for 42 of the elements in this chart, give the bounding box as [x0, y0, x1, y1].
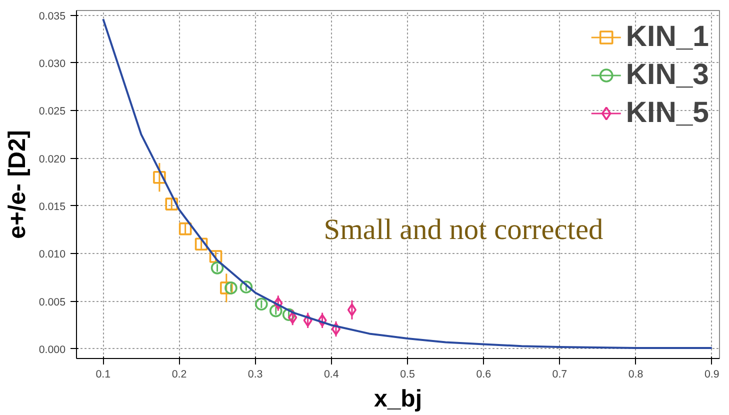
y-tick-label: 0.000 — [38, 344, 66, 356]
x-tick-label: 0.1 — [96, 368, 111, 380]
x-tick-label: 0.9 — [704, 368, 720, 380]
point — [240, 280, 253, 294]
y-tick-label: 0.035 — [38, 10, 66, 22]
point — [194, 238, 208, 250]
legend-label: KIN_3 — [626, 58, 709, 92]
legend-label: KIN_1 — [626, 20, 709, 54]
point — [210, 262, 224, 274]
point — [209, 250, 222, 263]
point — [274, 296, 283, 310]
y-tick-label: 0.010 — [38, 248, 66, 261]
point — [318, 314, 327, 327]
legend-label: KIN_5 — [626, 96, 709, 130]
point — [153, 170, 166, 184]
x-axis-title: x_bj — [374, 386, 422, 412]
point — [269, 304, 282, 318]
point — [331, 322, 341, 336]
point — [347, 303, 357, 316]
y-tick-label: 0.005 — [38, 296, 66, 308]
y-tick-label: 0.030 — [38, 58, 66, 70]
y-tick-label: 0.020 — [38, 153, 66, 166]
y-tick-label: 0.025 — [38, 106, 66, 118]
y-axis-title: e+/e- [D2] — [4, 130, 31, 239]
x-tick-label: 0.4 — [324, 368, 339, 380]
line-series — [102, 18, 713, 350]
point — [255, 298, 268, 311]
point — [165, 198, 178, 210]
x-tick-label: 0.6 — [476, 368, 492, 380]
x-tick-label: 0.5 — [400, 368, 415, 380]
point — [288, 311, 298, 324]
x-tick-label: 0.2 — [172, 368, 187, 380]
x-tick-label: 0.7 — [552, 368, 568, 380]
point — [220, 282, 233, 294]
point — [224, 282, 238, 294]
y-tick-label: 0.015 — [38, 200, 66, 213]
x-tick-label: 0.8 — [628, 368, 644, 380]
point — [178, 222, 192, 236]
x-tick-label: 0.3 — [248, 368, 263, 380]
point — [303, 314, 312, 327]
point — [282, 308, 296, 322]
annotation: Small and not corrected — [324, 214, 604, 246]
